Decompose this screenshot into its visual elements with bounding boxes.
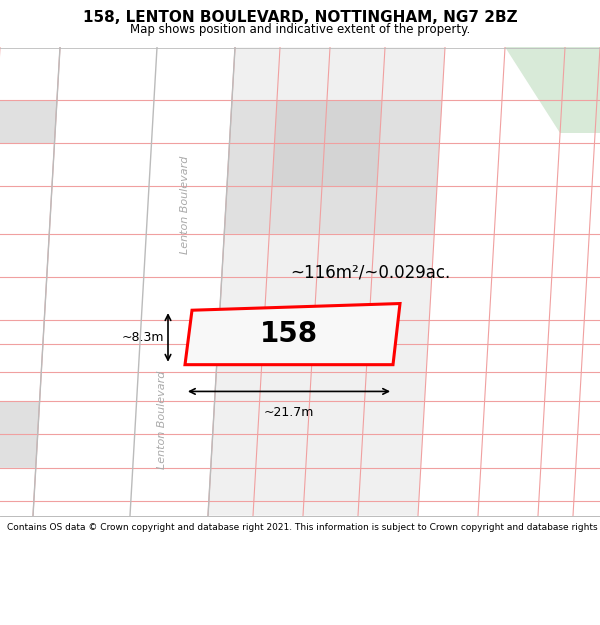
Polygon shape [0, 401, 40, 468]
Polygon shape [505, 48, 600, 134]
Text: ~21.7m: ~21.7m [264, 406, 314, 419]
Text: 158, LENTON BOULEVARD, NOTTINGHAM, NG7 2BZ: 158, LENTON BOULEVARD, NOTTINGHAM, NG7 2… [83, 11, 517, 26]
Polygon shape [0, 48, 60, 516]
Polygon shape [224, 100, 442, 234]
Polygon shape [130, 48, 235, 516]
Text: ~8.3m: ~8.3m [121, 331, 164, 344]
Polygon shape [208, 48, 445, 516]
Text: Lenton Boulevard: Lenton Boulevard [180, 156, 190, 254]
Text: Contains OS data © Crown copyright and database right 2021. This information is : Contains OS data © Crown copyright and d… [7, 523, 600, 532]
Text: Lenton Boulevard: Lenton Boulevard [157, 371, 167, 469]
Polygon shape [185, 304, 400, 364]
Text: 158: 158 [260, 320, 318, 348]
Polygon shape [272, 100, 382, 186]
Text: Map shows position and indicative extent of the property.: Map shows position and indicative extent… [130, 22, 470, 36]
Text: ~116m²/~0.029ac.: ~116m²/~0.029ac. [290, 263, 450, 281]
Polygon shape [0, 100, 57, 143]
